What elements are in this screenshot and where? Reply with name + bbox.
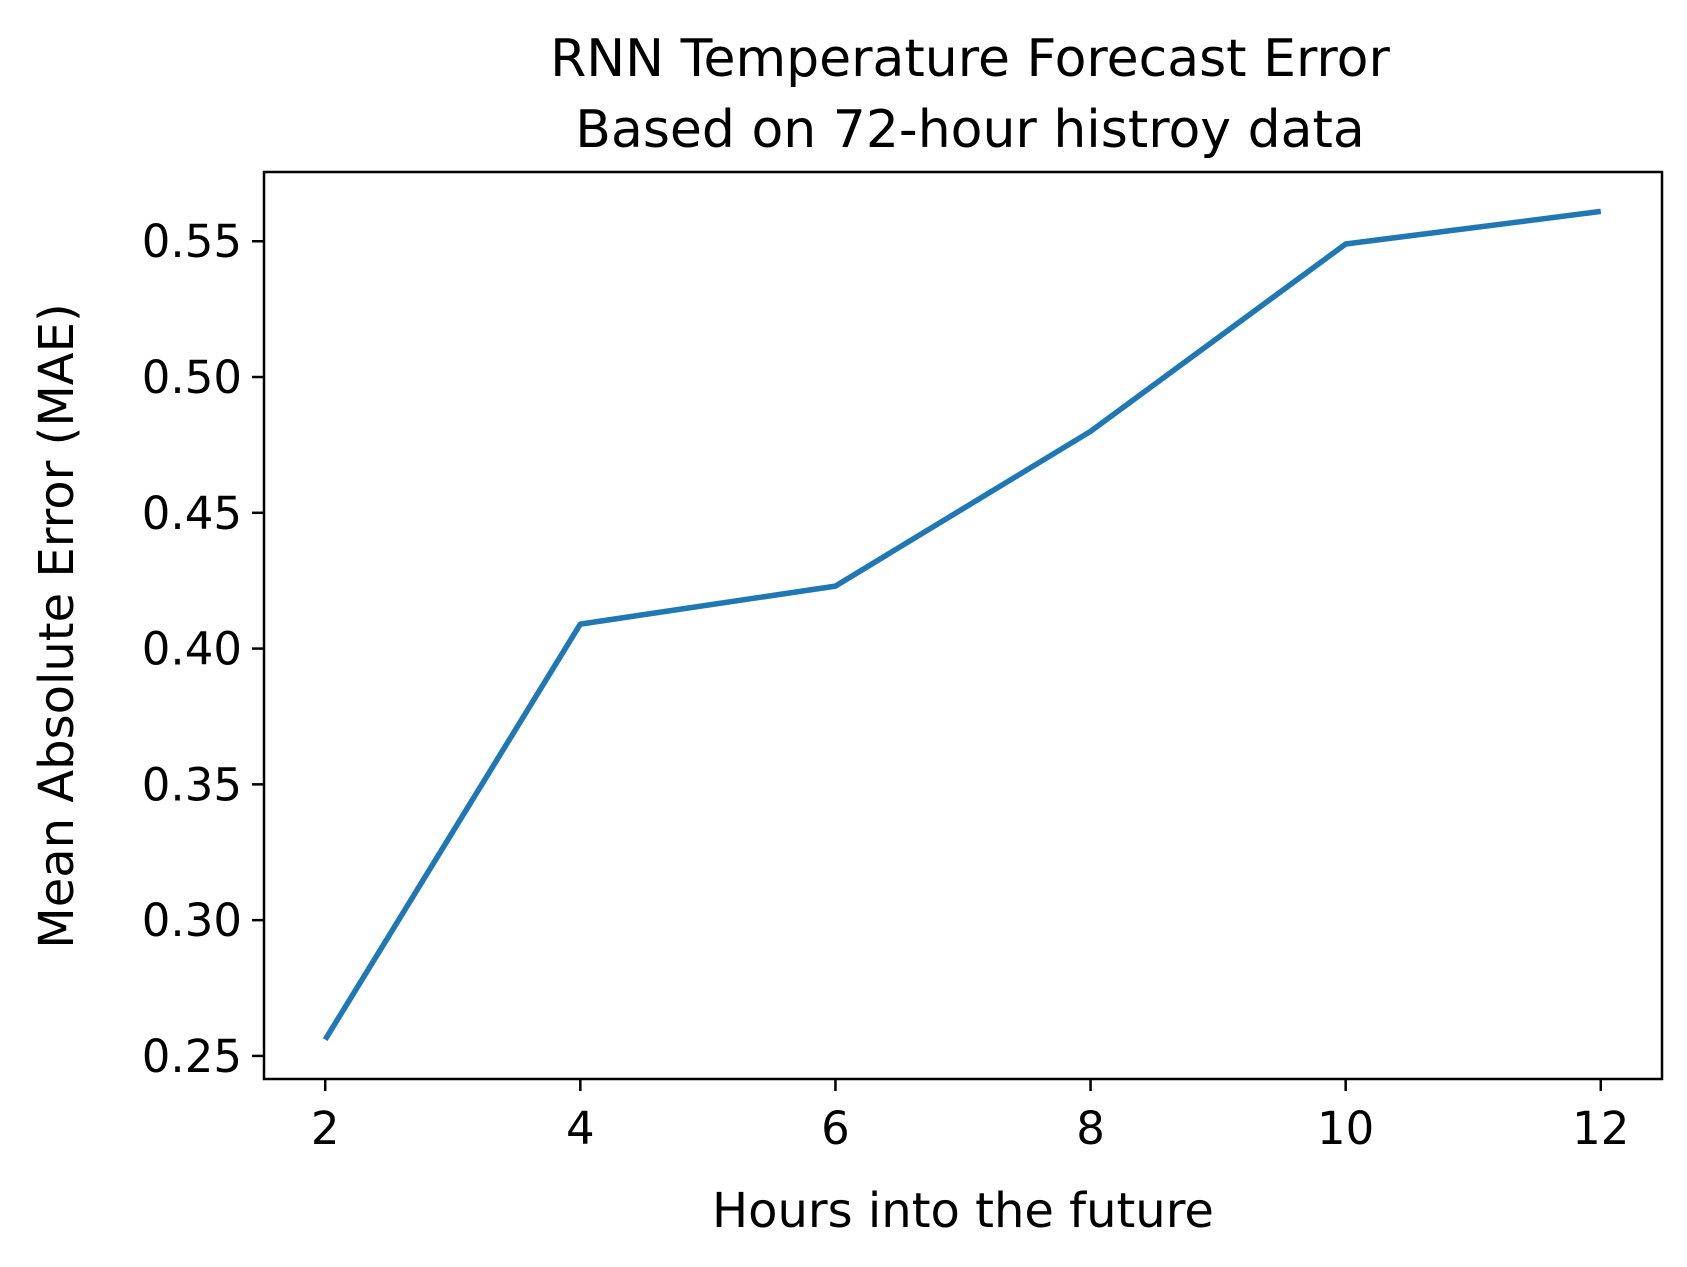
x-tick-label: 12 — [1572, 1102, 1629, 1155]
y-tick-label: 0.35 — [142, 758, 242, 811]
y-tick-label: 0.45 — [142, 487, 242, 540]
x-tick-label: 8 — [1076, 1102, 1105, 1155]
y-tick-label: 0.40 — [142, 623, 242, 676]
x-tick-label: 2 — [311, 1102, 340, 1155]
y-axis-label: Mean Absolute Error (MAE) — [29, 303, 85, 948]
x-tick-label: 4 — [566, 1102, 595, 1155]
x-axis-label: Hours into the future — [712, 1183, 1214, 1239]
chart-title: RNN Temperature Forecast Error — [550, 29, 1390, 89]
x-axis: 2 4 6 8 10 12 — [311, 1079, 1629, 1155]
chart-subtitle: Based on 72-hour histroy data — [575, 100, 1364, 160]
y-axis: 0.25 0.30 0.35 0.40 0.45 0.50 0.55 — [142, 215, 264, 1083]
plot-frame — [262, 170, 1664, 1081]
x-tick-label: 6 — [821, 1102, 850, 1155]
series-layer — [322, 208, 1602, 1042]
plot-area: 2 4 6 8 10 12 0.25 0.30 0.35 0.40 0.45 0.50 0.55 — [142, 170, 1664, 1155]
y-tick-label: 0.25 — [142, 1030, 242, 1083]
y-tick-label: 0.55 — [142, 215, 242, 268]
series-line — [322, 208, 1602, 1042]
y-tick-label: 0.30 — [142, 894, 242, 947]
y-tick-label: 0.50 — [142, 351, 242, 404]
x-tick-label: 10 — [1317, 1102, 1374, 1155]
